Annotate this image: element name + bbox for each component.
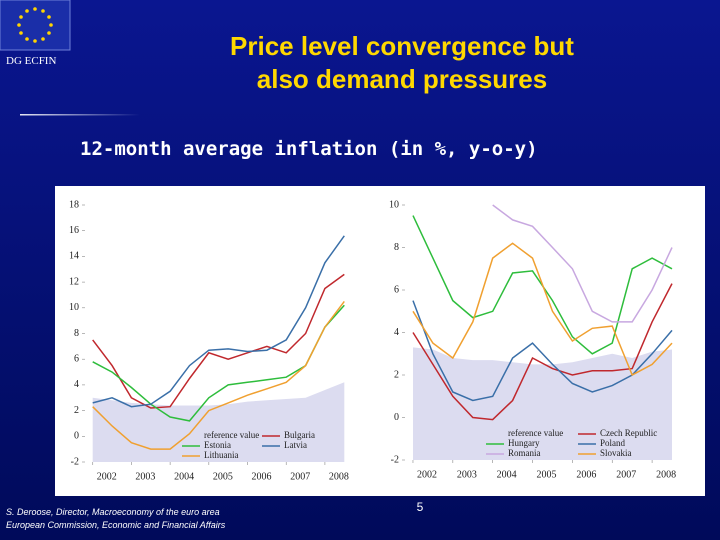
legend-swatch [486, 431, 504, 437]
legend-label: Romania [508, 448, 541, 458]
decor-line [20, 114, 140, 116]
x-tick-label: 2005 [213, 471, 233, 482]
y-tick-label: 6 [394, 284, 399, 295]
x-tick-label: 2008 [656, 469, 676, 480]
x-tick-label: 2008 [329, 471, 349, 482]
x-tick-label: 2007 [616, 469, 636, 480]
line [92, 235, 345, 408]
x-tick-label: 2006 [252, 471, 272, 482]
page-number: 5 [417, 500, 424, 514]
line [492, 204, 673, 323]
legend-label: Latvia [284, 440, 307, 450]
line [412, 283, 673, 421]
legend-label: Lithuania [204, 450, 239, 460]
legend-label: Slovakia [600, 448, 632, 458]
line [92, 300, 345, 450]
footer: European Commission, Economic and Financ… [6, 520, 226, 530]
legend-label: Poland [600, 438, 626, 448]
y-tick-label: 4 [394, 327, 399, 338]
x-tick-label: 2004 [497, 469, 517, 480]
y-tick-label: 16 [69, 225, 79, 236]
y-tick-label: 2 [394, 369, 399, 380]
line [412, 300, 673, 402]
slide-subtitle: 12-month average inflation (in %, y-o-y) [80, 138, 538, 160]
y-tick-label: 0 [74, 431, 79, 442]
slide-title: Price level convergence but [230, 31, 574, 61]
org-label: DG ECFIN [6, 55, 56, 67]
y-tick-label: 4 [74, 379, 79, 390]
y-tick-label: 2 [74, 405, 79, 416]
legend-label: reference value [508, 428, 563, 438]
x-tick-label: 2003 [457, 469, 477, 480]
y-tick-label: -2 [391, 454, 399, 465]
y-tick-label: 12 [69, 276, 79, 287]
legend-label: Czech Republic [600, 428, 657, 438]
legend-swatch [182, 433, 200, 439]
slide-title: also demand pressures [257, 64, 547, 94]
y-tick-label: 18 [69, 199, 79, 210]
line [412, 242, 673, 377]
y-tick-label: 8 [394, 242, 399, 253]
legend-label: Hungary [508, 438, 540, 448]
x-tick-label: 2002 [97, 471, 117, 482]
x-tick-label: 2002 [417, 469, 437, 480]
y-tick-label: 0 [394, 412, 399, 423]
y-tick-label: 6 [74, 353, 79, 364]
line [92, 273, 345, 409]
x-tick-label: 2005 [537, 469, 557, 480]
y-tick-label: 8 [74, 328, 79, 339]
y-tick-label: -2 [71, 456, 79, 467]
legend-label: Estonia [204, 440, 231, 450]
x-tick-label: 2004 [174, 471, 194, 482]
x-tick-label: 2006 [576, 469, 596, 480]
area [92, 382, 345, 462]
footer: S. Deroose, Director, Macroeconomy of th… [6, 507, 220, 517]
x-tick-label: 2003 [135, 471, 155, 482]
area [413, 347, 672, 460]
y-tick-label: 14 [69, 251, 79, 262]
y-tick-label: 10 [69, 302, 79, 313]
flag-stars [17, 7, 53, 43]
x-tick-label: 2007 [290, 471, 310, 482]
legend-label: reference value [204, 430, 259, 440]
y-tick-label: 10 [389, 199, 399, 210]
legend-label: Bulgaria [284, 430, 315, 440]
